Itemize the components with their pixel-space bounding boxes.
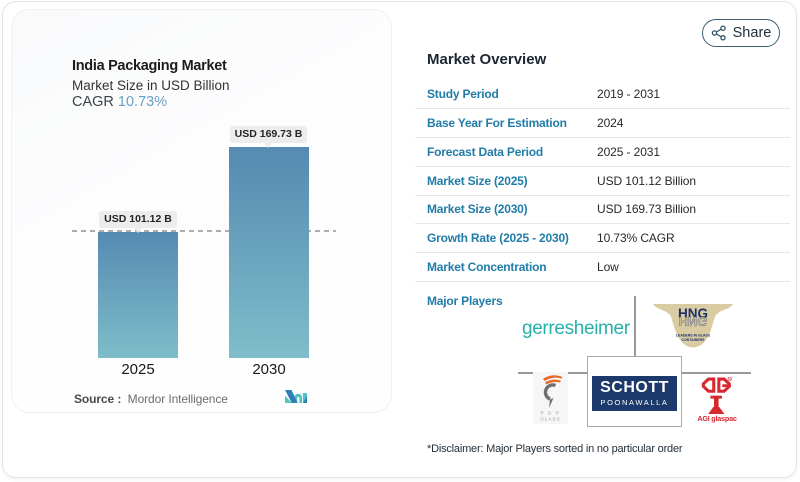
svg-text:GLASS: GLASS [540, 417, 560, 422]
svg-text:P G P: P G P [541, 411, 561, 416]
svg-text:LEADERS IN GLASS: LEADERS IN GLASS [676, 334, 711, 338]
svg-text:HNG: HNG [679, 314, 708, 329]
svg-text:R: R [729, 378, 731, 381]
svg-text:HNG: HNG [678, 306, 708, 321]
svg-text:CONTAINERS: CONTAINERS [682, 338, 706, 342]
